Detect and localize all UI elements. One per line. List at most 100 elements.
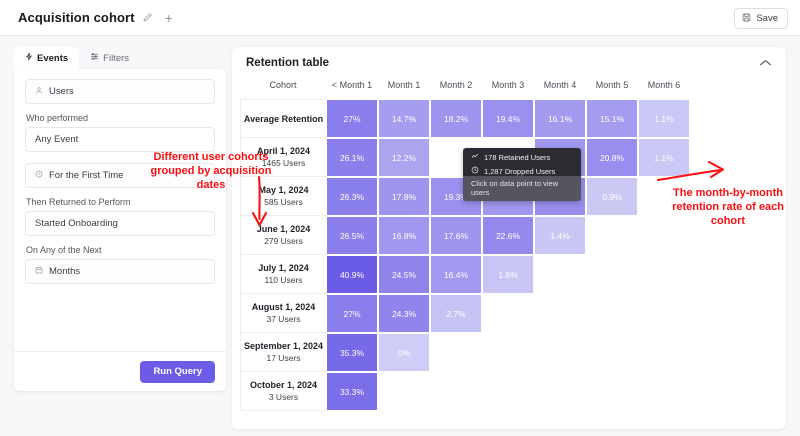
table-row: June 1, 2024 279 Users 26.5% 16.8% 17.6% 22.6… bbox=[240, 216, 690, 255]
cohort-name: August 1, 2024 bbox=[251, 302, 316, 312]
then-returned-field[interactable]: Started Onboarding bbox=[25, 211, 215, 236]
next-period-field[interactable]: Months bbox=[25, 259, 215, 284]
retention-cell[interactable]: 22.6% bbox=[482, 216, 534, 255]
cohort-user-count: 585 Users bbox=[264, 197, 303, 207]
tooltip-dropped-row: 1,287 Dropped Users bbox=[463, 162, 581, 176]
data-point-tooltip: 178 Retained Users 1,287 Dropped Users C… bbox=[463, 148, 581, 201]
retention-cell-empty bbox=[586, 372, 638, 411]
users-field[interactable]: Users bbox=[25, 79, 215, 104]
retention-cell[interactable]: 14.7% bbox=[378, 99, 430, 138]
retention-cell[interactable]: 20.8% bbox=[586, 138, 638, 177]
retention-cell-empty bbox=[638, 255, 690, 294]
query-builder-panel: Events Filters bbox=[14, 47, 226, 391]
retention-cell[interactable]: 17.8% bbox=[378, 177, 430, 216]
retention-cell-empty bbox=[586, 333, 638, 372]
retention-cell[interactable]: 26.3% bbox=[326, 177, 378, 216]
table-row: Average Retention 27% 14.7% 18.2% 19.4% 16.1%… bbox=[240, 99, 690, 138]
add-icon[interactable]: + bbox=[164, 9, 173, 26]
retention-cell[interactable]: 1.4% bbox=[534, 216, 586, 255]
retention-cell-empty bbox=[482, 333, 534, 372]
first-time-field[interactable]: For the First Time bbox=[25, 163, 215, 188]
retention-cell[interactable]: 26.1% bbox=[326, 138, 378, 177]
column-header-month: Month 3 bbox=[491, 80, 525, 90]
panel-footer: Run Query bbox=[14, 351, 226, 391]
retention-cell[interactable]: 12.2% bbox=[378, 138, 430, 177]
column-header-cohort: Cohort bbox=[269, 80, 297, 90]
who-performed-field[interactable]: Any Event bbox=[25, 127, 215, 152]
retention-cell[interactable]: 24.5% bbox=[378, 255, 430, 294]
column-header-month: Month 5 bbox=[595, 80, 629, 90]
tab-filters[interactable]: Filters bbox=[79, 47, 140, 69]
tab-filters-label: Filters bbox=[103, 52, 130, 64]
retention-cell[interactable]: 1.1% bbox=[638, 99, 690, 138]
retention-cell[interactable]: 24.3% bbox=[378, 294, 430, 333]
retention-cell[interactable]: 16.8% bbox=[378, 216, 430, 255]
retention-cell-empty bbox=[586, 255, 638, 294]
then-returned-value: Started Onboarding bbox=[35, 218, 118, 229]
retention-table: Cohort < Month 1 Month 1 Month 2 Month 3 Mont… bbox=[240, 80, 690, 411]
retention-cell[interactable]: 16.4% bbox=[430, 255, 482, 294]
tooltip-retained-text: 178 Retained Users bbox=[484, 152, 551, 162]
retention-cell-empty bbox=[638, 333, 690, 372]
cohort-user-count: 1465 Users bbox=[261, 158, 306, 168]
tab-events[interactable]: Events bbox=[14, 47, 80, 69]
floppy-disk-icon bbox=[742, 13, 751, 25]
cohort-name: July 1, 2024 bbox=[258, 263, 309, 273]
line-chart-icon bbox=[471, 152, 479, 162]
pencil-icon[interactable] bbox=[142, 12, 153, 23]
retention-cell[interactable]: 0% bbox=[378, 333, 430, 372]
retention-cell-empty bbox=[534, 333, 586, 372]
retention-table-title: Retention table bbox=[246, 57, 330, 69]
run-query-button[interactable]: Run Query bbox=[140, 360, 215, 383]
retention-cell[interactable]: 16.1% bbox=[534, 99, 586, 138]
tab-events-label: Events bbox=[37, 52, 69, 64]
retention-cell[interactable]: 1.8% bbox=[482, 255, 534, 294]
retention-cell[interactable]: 26.5% bbox=[326, 216, 378, 255]
cohort-user-count: 37 Users bbox=[266, 314, 301, 324]
table-row: October 1, 2024 3 Users 33.3% bbox=[240, 372, 690, 411]
retention-cell[interactable]: 27% bbox=[326, 294, 378, 333]
cohort-name: May 1, 2024 bbox=[258, 185, 309, 195]
retention-cell[interactable]: 18.2% bbox=[430, 99, 482, 138]
cohort-label-cell: July 1, 2024 110 Users bbox=[240, 255, 326, 294]
retention-cell[interactable]: 0.9% bbox=[586, 177, 638, 216]
retention-cell-empty bbox=[586, 294, 638, 333]
retention-cell-empty bbox=[430, 333, 482, 372]
retention-cell[interactable]: 27% bbox=[326, 99, 378, 138]
retention-cell[interactable]: 2.7% bbox=[430, 294, 482, 333]
retention-cell-empty bbox=[638, 294, 690, 333]
who-performed-label: Who performed bbox=[26, 113, 89, 123]
retention-cell[interactable]: 15.1% bbox=[586, 99, 638, 138]
column-header-month: Month 1 bbox=[387, 80, 421, 90]
retention-cell-empty bbox=[482, 294, 534, 333]
next-period-label: On Any of the Next bbox=[26, 245, 102, 255]
cohort-label-cell: October 1, 2024 3 Users bbox=[240, 372, 326, 411]
retention-cell[interactable]: 1.1% bbox=[638, 138, 690, 177]
retention-cell-empty bbox=[430, 372, 482, 411]
retention-cell-empty bbox=[482, 372, 534, 411]
retention-cell-empty bbox=[638, 372, 690, 411]
save-button[interactable]: Save bbox=[734, 8, 788, 29]
cohort-name: October 1, 2024 bbox=[249, 380, 318, 390]
cohort-name: September 1, 2024 bbox=[243, 341, 324, 351]
retention-cell[interactable]: 40.9% bbox=[326, 255, 378, 294]
column-header-month: Month 6 bbox=[647, 80, 681, 90]
person-icon bbox=[35, 86, 43, 98]
cohort-label-cell: August 1, 2024 37 Users bbox=[240, 294, 326, 333]
retention-cell[interactable]: 33.3% bbox=[326, 372, 378, 411]
retention-cell-empty bbox=[534, 372, 586, 411]
retention-table-header: Retention table bbox=[232, 47, 786, 79]
cohort-label-cell: Average Retention bbox=[240, 99, 326, 138]
retention-cell[interactable]: 17.6% bbox=[430, 216, 482, 255]
retention-cell[interactable]: 19.4% bbox=[482, 99, 534, 138]
save-button-label: Save bbox=[756, 13, 778, 24]
cohort-user-count: 17 Users bbox=[266, 353, 301, 363]
cohort-label-cell: June 1, 2024 279 Users bbox=[240, 216, 326, 255]
retention-cell[interactable]: 35.3% bbox=[326, 333, 378, 372]
retention-cell-empty bbox=[378, 372, 430, 411]
retention-grid: Cohort < Month 1 Month 1 Month 2 Month 3 Mont… bbox=[240, 80, 690, 411]
chevron-up-icon[interactable] bbox=[759, 54, 772, 72]
retention-cell-empty bbox=[534, 294, 586, 333]
column-header-month: < Month 1 bbox=[331, 80, 373, 90]
